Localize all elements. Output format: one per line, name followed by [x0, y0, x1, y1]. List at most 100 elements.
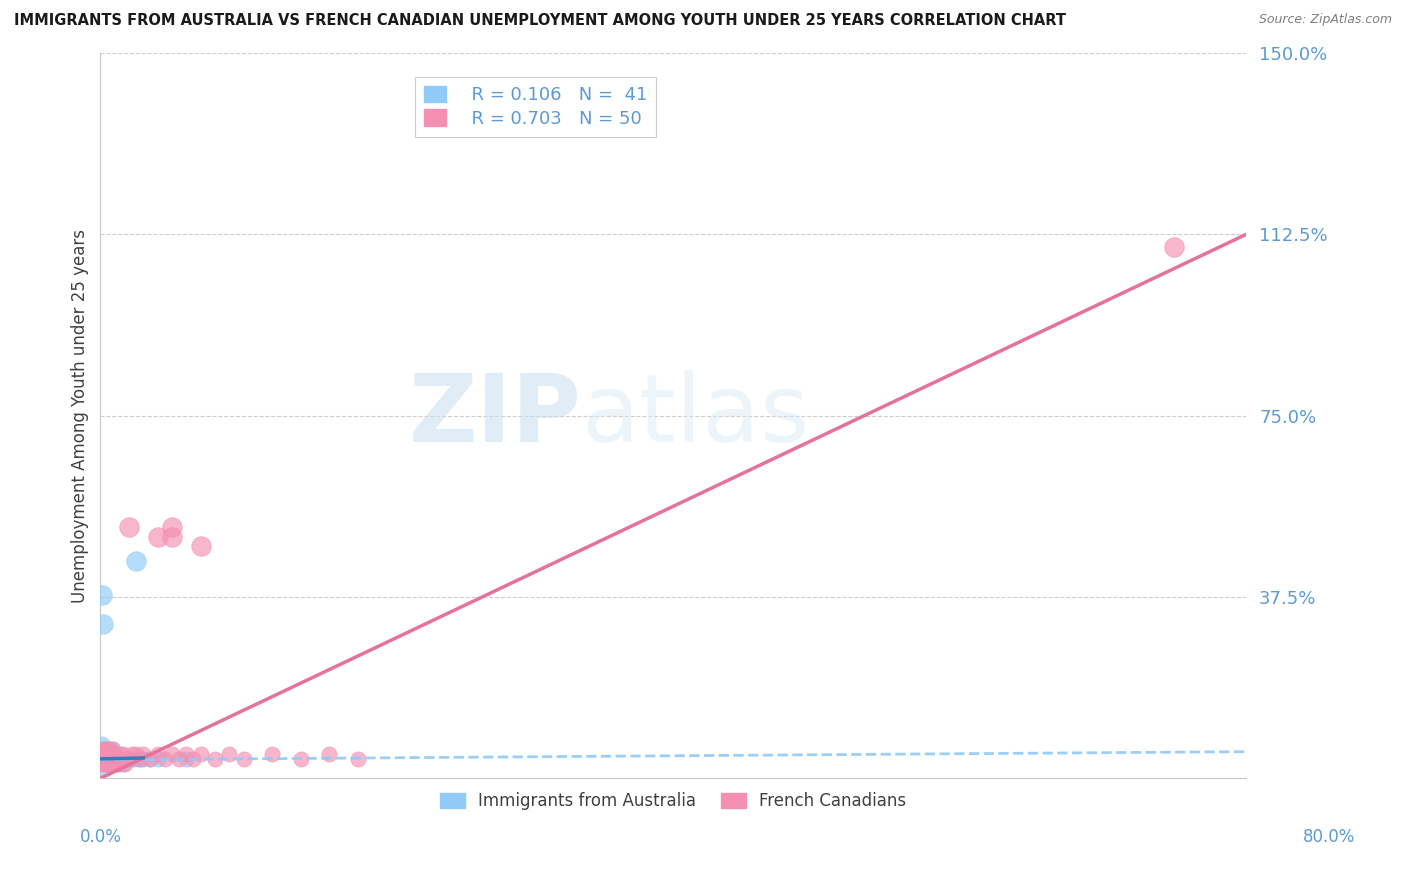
Point	[90, 747, 112, 761]
Text: ZIP: ZIP	[409, 370, 582, 462]
Text: 80.0%: 80.0%	[1302, 828, 1355, 846]
Point	[91, 752, 114, 766]
Point	[118, 520, 141, 534]
Point	[160, 530, 183, 544]
Point	[91, 747, 114, 761]
Y-axis label: Unemployment Among Youth under 25 years: Unemployment Among Youth under 25 years	[72, 228, 89, 603]
Point	[96, 756, 118, 771]
Point	[97, 742, 120, 756]
Point	[96, 756, 118, 771]
Point	[139, 752, 162, 766]
Point	[153, 752, 176, 766]
Point	[96, 752, 118, 766]
Point	[290, 752, 312, 766]
Point	[103, 747, 125, 761]
Point	[103, 756, 125, 771]
Point	[129, 752, 152, 766]
Point	[108, 756, 131, 771]
Text: 0.0%: 0.0%	[80, 828, 122, 846]
Point	[183, 752, 205, 766]
Point	[97, 752, 120, 766]
Point	[93, 756, 115, 771]
Point	[105, 756, 128, 771]
Point	[103, 752, 125, 766]
Point	[115, 752, 138, 766]
Point	[96, 752, 118, 766]
Point	[262, 747, 284, 761]
Point	[91, 742, 114, 756]
Point	[114, 756, 136, 771]
Point	[125, 752, 148, 766]
Point	[91, 616, 114, 631]
Point	[146, 530, 169, 544]
Point	[91, 742, 114, 756]
Point	[218, 747, 240, 761]
Point	[97, 752, 120, 766]
Point	[94, 747, 117, 761]
Point	[121, 747, 143, 761]
Point	[96, 742, 118, 756]
Point	[100, 747, 122, 761]
Point	[118, 752, 141, 766]
Point	[111, 752, 134, 766]
Point	[93, 747, 115, 761]
Point	[111, 752, 134, 766]
Point	[347, 752, 370, 766]
Point	[100, 747, 122, 761]
Point	[93, 752, 115, 766]
Point	[103, 742, 125, 756]
Point	[121, 752, 143, 766]
Point	[94, 742, 117, 756]
Text: Source: ZipAtlas.com: Source: ZipAtlas.com	[1258, 13, 1392, 27]
Point	[125, 747, 148, 761]
Point	[107, 752, 129, 766]
Point	[90, 756, 112, 771]
Point	[107, 752, 129, 766]
Point	[146, 747, 169, 761]
Point	[104, 747, 127, 761]
Point	[146, 752, 169, 766]
Point	[167, 752, 190, 766]
Point	[115, 752, 138, 766]
Point	[101, 752, 124, 766]
Point	[101, 742, 124, 756]
Point	[90, 747, 112, 761]
Point	[174, 752, 197, 766]
Point	[104, 752, 127, 766]
Point	[93, 762, 115, 776]
Text: IMMIGRANTS FROM AUSTRALIA VS FRENCH CANADIAN UNEMPLOYMENT AMONG YOUTH UNDER 25 Y: IMMIGRANTS FROM AUSTRALIA VS FRENCH CANA…	[14, 13, 1066, 29]
Point	[93, 742, 115, 756]
Point	[132, 752, 155, 766]
Point	[108, 756, 131, 771]
Point	[204, 752, 226, 766]
Point	[160, 520, 183, 534]
Legend: Immigrants from Australia, French Canadians: Immigrants from Australia, French Canadi…	[433, 786, 912, 817]
Point	[100, 756, 122, 771]
Point	[91, 756, 114, 771]
Point	[105, 752, 128, 766]
Point	[96, 747, 118, 761]
Point	[90, 752, 112, 766]
Point	[94, 756, 117, 771]
Point	[318, 747, 340, 761]
Point	[101, 756, 124, 771]
Point	[97, 756, 120, 771]
Point	[190, 539, 212, 553]
Point	[93, 747, 115, 761]
Point	[90, 588, 112, 602]
Point	[100, 756, 122, 771]
Point	[174, 747, 197, 761]
Point	[132, 747, 155, 761]
Point	[232, 752, 254, 766]
Text: atlas: atlas	[582, 370, 810, 462]
Point	[160, 747, 183, 761]
Point	[118, 752, 141, 766]
Point	[110, 747, 132, 761]
Point	[90, 738, 112, 752]
Point	[139, 752, 162, 766]
Point	[112, 756, 135, 771]
Point	[104, 756, 127, 771]
Point	[125, 554, 148, 568]
Point	[97, 756, 120, 771]
Point	[94, 752, 117, 766]
